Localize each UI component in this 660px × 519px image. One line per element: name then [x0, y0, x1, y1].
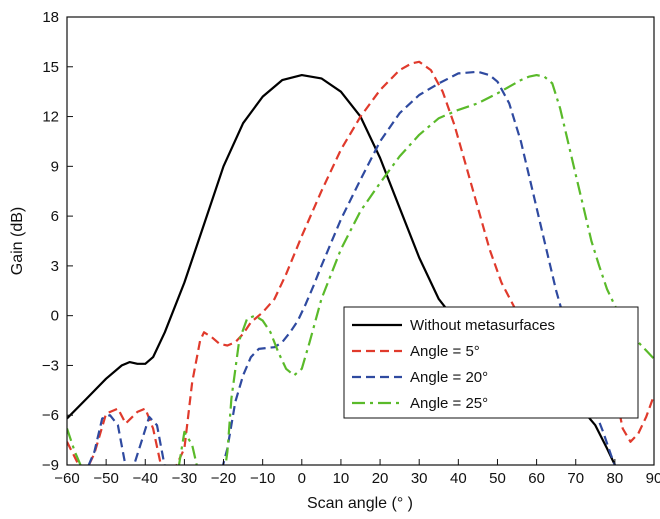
- y-tick-label: −6: [42, 407, 59, 424]
- x-tick-label: 10: [333, 470, 350, 487]
- y-tick-label: 18: [42, 9, 59, 26]
- y-tick-label: 9: [51, 158, 59, 175]
- y-tick-label: 0: [51, 308, 59, 325]
- x-tick-label: 90: [646, 470, 660, 487]
- y-tick-label: −3: [42, 357, 59, 374]
- y-tick-label: 15: [42, 59, 59, 76]
- x-tick-label: −60: [54, 470, 79, 487]
- legend-label: Without metasurfaces: [410, 317, 555, 334]
- legend-label: Angle = 25°: [410, 395, 488, 412]
- x-tick-label: 0: [298, 470, 306, 487]
- legend-label: Angle = 5°: [410, 343, 480, 360]
- x-tick-label: 40: [450, 470, 467, 487]
- y-tick-label: 3: [51, 258, 59, 275]
- legend: Without metasurfaces Angle = 5° Angle = 20…: [343, 306, 639, 419]
- x-tick-label: −40: [133, 470, 158, 487]
- x-tick-label: 50: [489, 470, 506, 487]
- x-tick-label: 60: [528, 470, 545, 487]
- x-tick-label: 80: [607, 470, 624, 487]
- x-tick-label: −10: [250, 470, 275, 487]
- x-tick-label: 30: [411, 470, 428, 487]
- x-tick-label: −50: [93, 470, 118, 487]
- x-tick-label: −30: [172, 470, 197, 487]
- x-axis-label: Scan angle (° ): [307, 495, 413, 512]
- x-tick-label: 20: [372, 470, 389, 487]
- x-tick-label: 70: [567, 470, 584, 487]
- series-line-2: [78, 70, 617, 465]
- y-axis-label: Gain (dB): [9, 207, 26, 275]
- x-tick-label: −20: [211, 470, 236, 487]
- y-tick-label: 12: [42, 109, 59, 126]
- y-tick-label: 6: [51, 208, 59, 225]
- tick-layer: −60 −50 −40 −30 −20 −10 0 10 20 30 40 50 60 70 80 90−9−…: [42, 9, 660, 487]
- y-tick-label: −9: [42, 457, 59, 474]
- series-line-3: [67, 74, 654, 465]
- plot-frame: [66, 16, 655, 466]
- legend-label: Angle = 20°: [410, 369, 488, 386]
